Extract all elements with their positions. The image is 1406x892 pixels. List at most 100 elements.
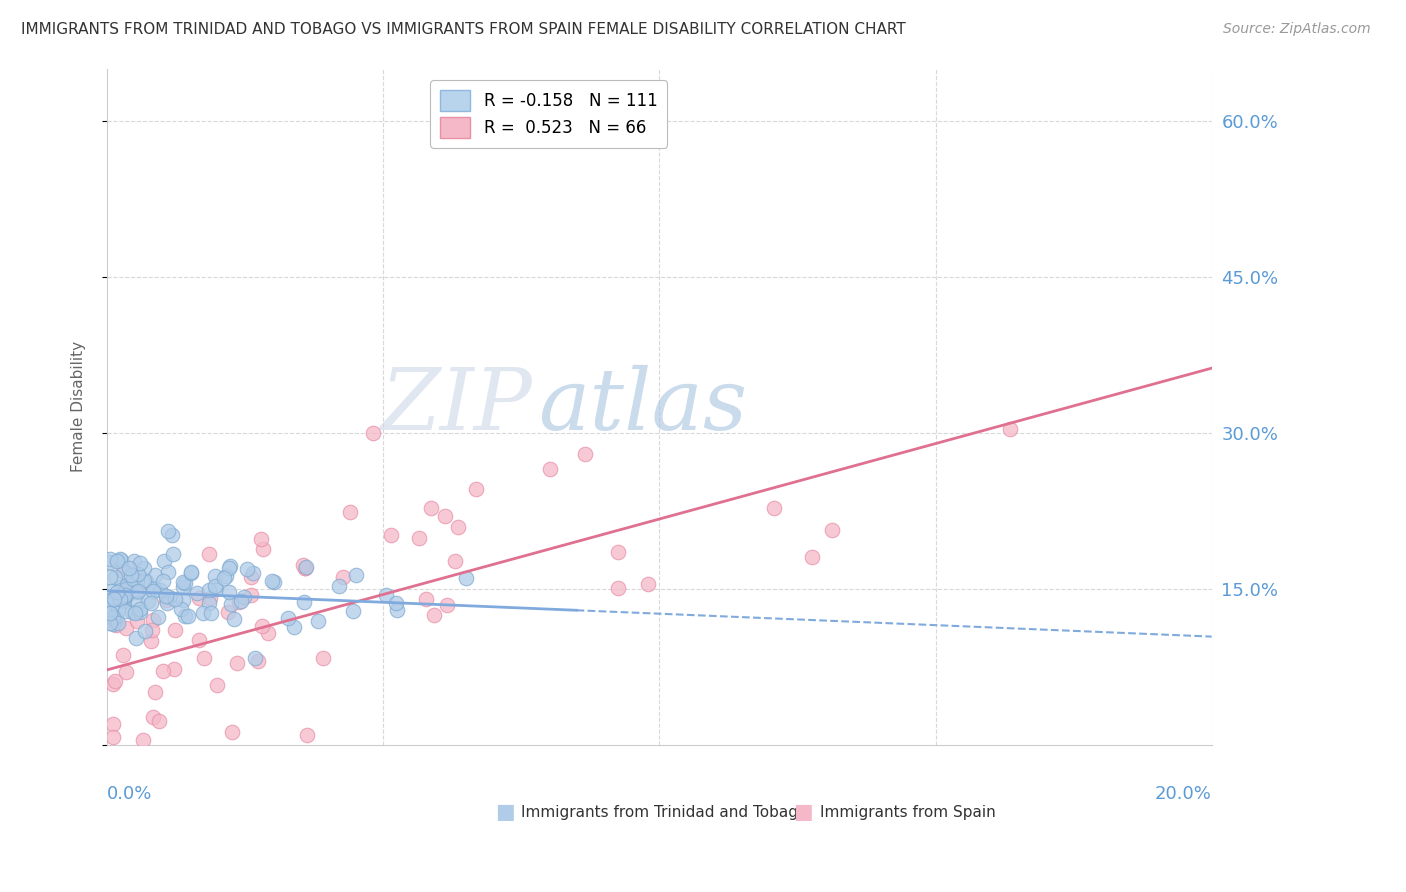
Point — [342, 604, 364, 618]
Point — [103, 612, 125, 626]
Point — [198, 597, 221, 611]
Point — [112, 591, 135, 606]
Legend: R = -0.158   N = 111, R =  0.523   N = 66: R = -0.158 N = 111, R = 0.523 N = 66 — [430, 80, 668, 147]
Point — [436, 598, 458, 612]
Point — [212, 571, 235, 585]
Point — [115, 665, 138, 680]
Point — [307, 614, 329, 628]
Point — [101, 610, 124, 624]
Point — [128, 606, 150, 620]
Point — [228, 595, 250, 609]
Point — [198, 547, 221, 561]
Point — [98, 616, 121, 631]
Point — [187, 632, 209, 647]
Point — [100, 583, 122, 598]
Point — [98, 551, 121, 566]
Point — [127, 567, 149, 582]
Point — [236, 562, 259, 576]
Point — [142, 583, 165, 598]
Point — [204, 569, 226, 583]
Point — [128, 556, 150, 570]
Point — [447, 520, 470, 534]
Point — [433, 508, 456, 523]
Text: 20.0%: 20.0% — [1154, 785, 1212, 804]
Point — [160, 528, 183, 542]
Point — [98, 606, 121, 620]
Point — [193, 650, 215, 665]
Point — [139, 596, 162, 610]
Point — [129, 602, 152, 616]
Y-axis label: Female Disability: Female Disability — [72, 341, 86, 472]
Point — [117, 561, 139, 575]
Point — [464, 482, 486, 496]
Point — [763, 501, 786, 516]
Point — [180, 566, 202, 580]
Point — [821, 524, 844, 538]
Point — [127, 615, 149, 629]
Point — [197, 582, 219, 597]
Point — [132, 561, 155, 575]
Point — [225, 656, 247, 670]
Point — [214, 568, 236, 582]
Point — [380, 527, 402, 541]
Text: Immigrants from Trinidad and Tobago: Immigrants from Trinidad and Tobago — [522, 805, 807, 820]
Point — [127, 574, 149, 589]
Point — [115, 621, 138, 635]
Point — [112, 593, 135, 607]
Point — [124, 632, 146, 646]
Text: ZIP: ZIP — [381, 366, 533, 448]
Point — [295, 728, 318, 742]
Point — [218, 561, 240, 575]
Point — [456, 571, 478, 585]
Point — [186, 586, 208, 600]
Point — [127, 567, 149, 582]
Point — [538, 462, 561, 476]
Point — [114, 582, 136, 597]
Text: Source: ZipAtlas.com: Source: ZipAtlas.com — [1223, 22, 1371, 37]
Point — [108, 591, 131, 606]
Point — [385, 596, 408, 610]
Point — [143, 568, 166, 582]
Point — [122, 572, 145, 586]
Point — [170, 602, 193, 616]
Point — [124, 554, 146, 568]
Point — [174, 608, 197, 623]
Point — [114, 604, 136, 618]
Point — [165, 592, 187, 607]
Point — [121, 605, 143, 619]
Point — [177, 609, 200, 624]
Point — [172, 592, 194, 607]
Point — [155, 590, 177, 604]
Point — [111, 565, 134, 579]
Point — [124, 606, 146, 620]
Point — [283, 619, 305, 633]
Point — [157, 590, 180, 604]
Point — [387, 602, 409, 616]
Point — [120, 567, 142, 582]
Point — [134, 624, 156, 638]
Point — [180, 565, 202, 579]
Point — [332, 570, 354, 584]
Point — [114, 588, 136, 602]
Point — [142, 709, 165, 723]
Text: 0.0%: 0.0% — [107, 785, 152, 804]
Point — [115, 584, 138, 599]
Point — [107, 615, 129, 630]
Point — [105, 554, 128, 568]
Point — [291, 558, 314, 573]
Point — [172, 580, 194, 594]
Point — [101, 677, 124, 691]
Point — [103, 591, 125, 606]
Point — [100, 592, 122, 607]
Point — [152, 665, 174, 679]
Point — [157, 524, 180, 538]
Point — [132, 574, 155, 588]
Point — [145, 684, 167, 698]
Point — [127, 596, 149, 610]
Point — [339, 505, 361, 519]
Point — [218, 559, 240, 574]
Point — [115, 576, 138, 591]
Point — [250, 532, 273, 546]
Point — [607, 581, 630, 595]
Point — [420, 500, 443, 515]
